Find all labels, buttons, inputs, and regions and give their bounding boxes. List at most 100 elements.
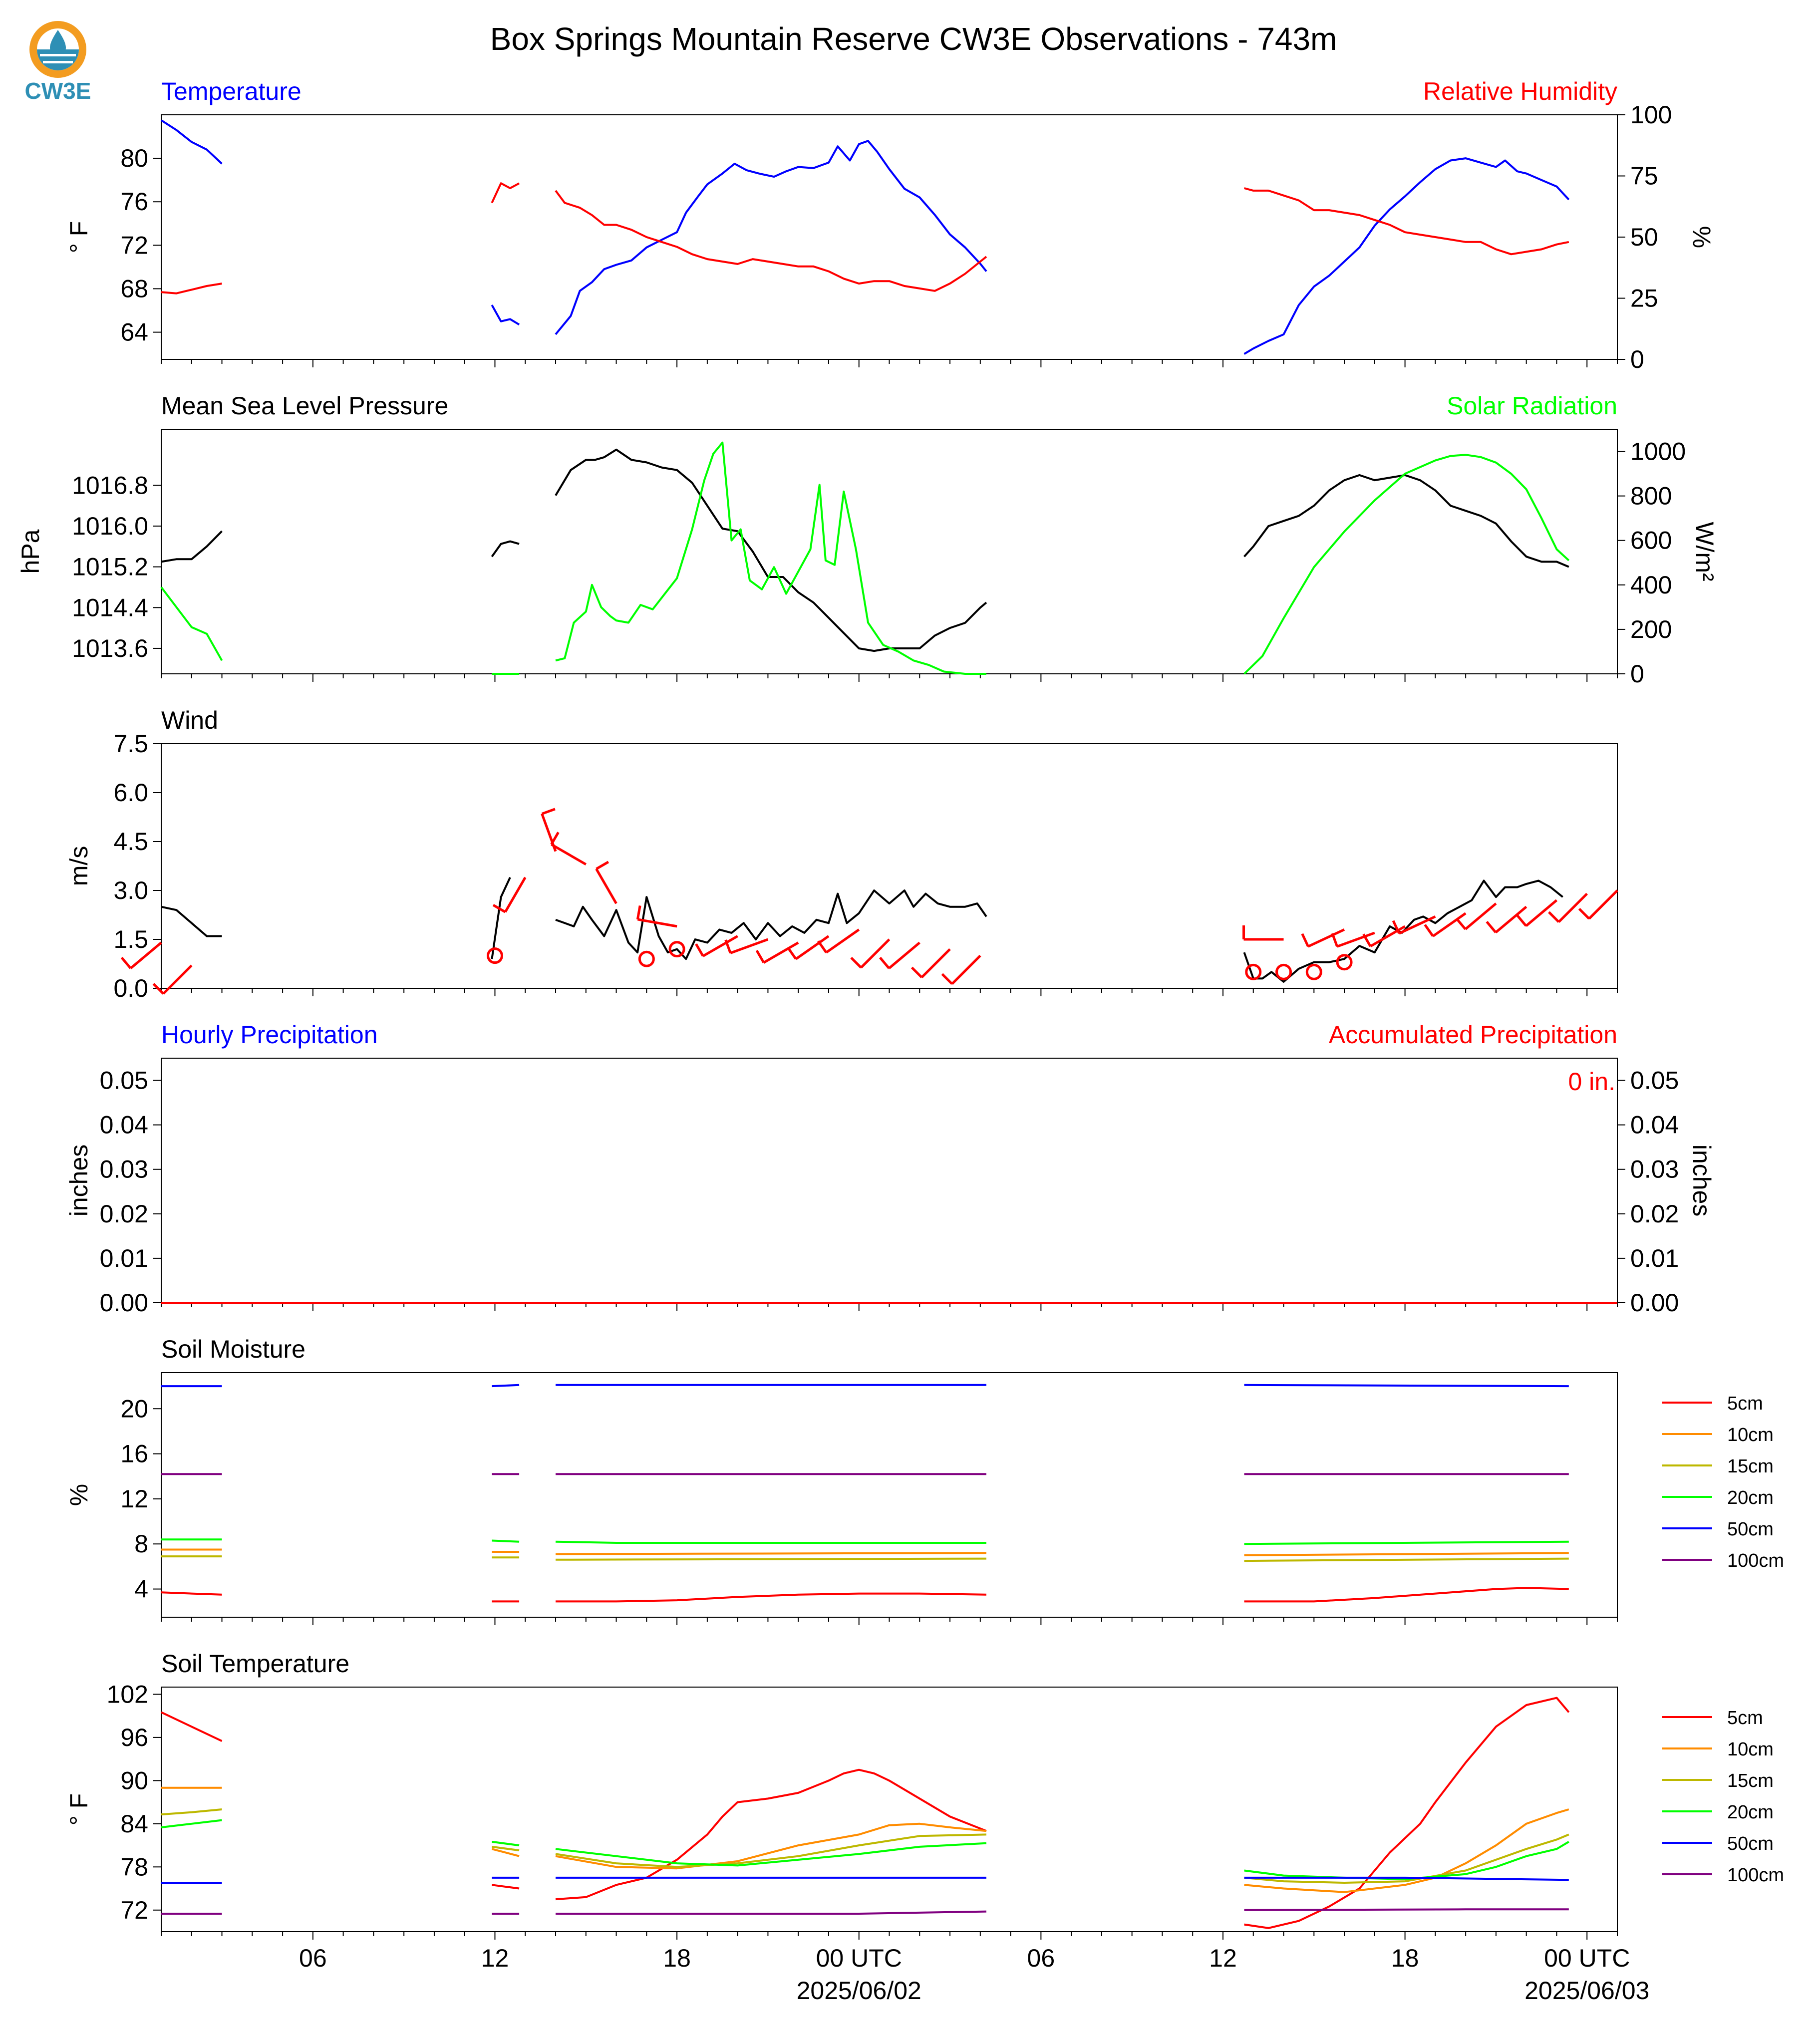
wind-barb-shaft (730, 938, 769, 954)
y-tick-label: 84 (120, 1810, 148, 1838)
wind-barb-shaft (795, 935, 830, 960)
y-right-tick-label: 200 (1630, 615, 1672, 643)
wind-barb-feather (541, 808, 556, 815)
panel-pressure_solar: 1013.6 1014.4 1015.2 1016.0 1016.8 0 200 400 600… (16, 392, 1719, 688)
y-right-axis-label: inches (1688, 1145, 1716, 1217)
x-tick-label: 06 (299, 1944, 327, 1972)
y-tick-label: 1.5 (113, 925, 148, 953)
wind-barb (1392, 915, 1436, 935)
x-date-label: 2025/06/02 (797, 1977, 921, 2005)
wind-barb-shaft (1398, 915, 1436, 935)
cw3e-logo: CW3E (25, 21, 91, 104)
panel-title-left: Soil Temperature (161, 1650, 349, 1678)
series-line-5cm (492, 1884, 520, 1890)
y-right-tick-label: 0.02 (1630, 1200, 1679, 1228)
wind-barb (1362, 925, 1406, 948)
series-line-temperature (491, 304, 520, 326)
wind-barb (1486, 905, 1527, 934)
wind-barb (755, 941, 799, 964)
wind-barb-feather (1578, 908, 1590, 920)
legend-label: 10cm (1727, 1739, 1774, 1760)
series-line-10cm (1244, 1552, 1569, 1556)
legend: 5cm 10cm 15cm 20cm 50cm 100cm (1662, 1708, 1784, 1886)
y-tick-label: 3.0 (113, 876, 148, 904)
series-line-20cm (555, 1540, 986, 1544)
wind-barb-shaft (1432, 912, 1467, 937)
wind-barb (1424, 912, 1467, 937)
y-tick-label: 0.05 (100, 1067, 148, 1095)
y-right-tick-label: 0.04 (1630, 1111, 1679, 1139)
series-line-mean-sea-level-pressure (1243, 474, 1569, 568)
y-tick-label: 80 (120, 144, 148, 172)
series-line-15cm (1244, 1833, 1569, 1884)
wind-barb-shaft (130, 941, 162, 969)
series-line-relative-humidity (161, 283, 222, 294)
y-tick-label: 90 (120, 1766, 148, 1794)
y-right-axis-label: W/m² (1691, 522, 1719, 581)
calm-wind-marker (638, 950, 655, 967)
series-line-5cm (556, 1592, 987, 1603)
wind-barb-feather (120, 956, 132, 969)
series-line-5cm (161, 1711, 223, 1742)
panel-temperature_rh: 64 68 72 76 80 0 25 50 75 100 Temperature Relative … (65, 77, 1716, 373)
panel-wind: 0.0 1.5 3.0 4.5 6.0 7.5 Wind m/s (65, 706, 1618, 1002)
y-tick-label: 1016.8 (72, 471, 148, 499)
series-line-100cm (1244, 1908, 1569, 1911)
legend-label: 20cm (1727, 1487, 1774, 1508)
series-line-relative-humidity (491, 182, 520, 204)
series-line-5cm (1244, 1697, 1570, 1929)
y-right-tick-label: 0.00 (1630, 1289, 1679, 1317)
series-line-20cm (1244, 1841, 1569, 1880)
x-tick-label: 00 UTC (816, 1944, 902, 1972)
legend-label: 15cm (1727, 1456, 1774, 1477)
wind-barb (695, 935, 738, 957)
wind-barb-feather (879, 956, 890, 969)
wind-barb-feather (1331, 933, 1339, 947)
series-line-temperature (160, 119, 223, 165)
logo-text: CW3E (25, 78, 91, 104)
series-line-50cm (492, 1384, 520, 1388)
panel-title-right: Relative Humidity (1423, 77, 1617, 105)
legend-label: 5cm (1727, 1393, 1763, 1414)
x-tick-label: 18 (663, 1944, 691, 1972)
wind-barb-shaft (860, 938, 891, 969)
y-right-tick-label: 100 (1630, 101, 1672, 129)
wind-barb (636, 905, 677, 928)
wind-barb-shaft (504, 876, 527, 913)
wind-barb-feather (910, 966, 923, 978)
wind-barb-shaft (162, 964, 193, 995)
y-right-tick-label: 1000 (1630, 438, 1686, 466)
series-line-50cm (1244, 1384, 1569, 1388)
calm-wind-marker (486, 947, 503, 964)
series-line-5cm (161, 1591, 222, 1596)
y-tick-label: 72 (120, 231, 148, 259)
wind-barb-shaft (763, 941, 799, 964)
panel-soil_temperature: 72 78 84 90 96 102 Soil Temperature ° F 5cm 10cm 1… (65, 1650, 1784, 1940)
calm-wind-marker (1336, 954, 1353, 971)
series-line-5cm (1244, 1587, 1569, 1603)
panel-title-left: Soil Moisture (161, 1335, 305, 1363)
wind-barb-shaft (825, 928, 860, 954)
y-right-tick-label: 400 (1630, 571, 1672, 599)
y-right-tick-label: 0.01 (1630, 1244, 1679, 1272)
calm-wind-marker (1305, 963, 1322, 980)
y-tick-label: 1015.2 (72, 553, 148, 581)
wind-barb-shaft (888, 941, 920, 969)
wind-barb-feather (636, 905, 641, 920)
wind-barb (152, 964, 193, 995)
x-tick-label: 12 (481, 1944, 509, 1972)
y-right-tick-label: 0.05 (1630, 1067, 1679, 1095)
series-line-solar-radiation (1243, 454, 1570, 675)
panel-title-right: Solar Radiation (1447, 392, 1617, 420)
y-tick-label: 0.01 (100, 1244, 148, 1272)
y-axis-label: ° F (65, 221, 93, 253)
series-line-10cm (555, 1822, 987, 1870)
series-line-10cm (1244, 1808, 1569, 1893)
y-right-tick-label: 800 (1630, 482, 1672, 510)
y-tick-label: 0.02 (100, 1200, 148, 1228)
wind-barb-shaft (702, 935, 738, 957)
legend-label: 50cm (1727, 1519, 1774, 1540)
y-tick-label: 12 (120, 1485, 148, 1513)
wind-barb (1578, 889, 1618, 920)
